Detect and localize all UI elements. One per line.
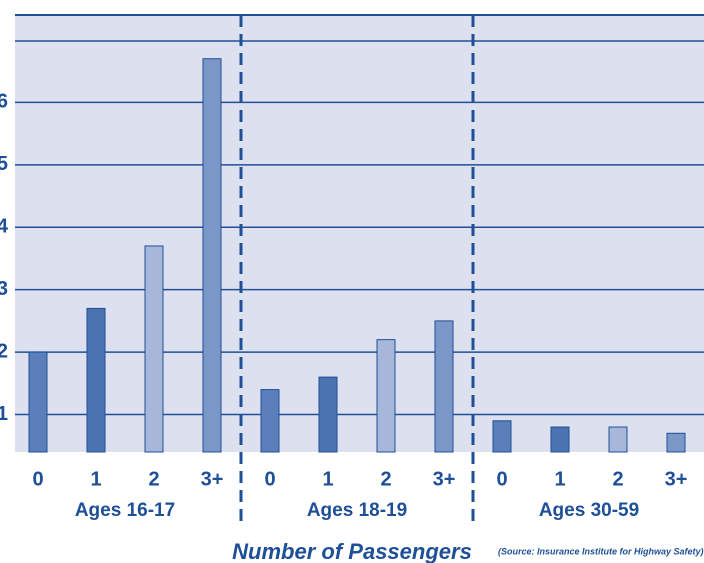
y-tick-label: 2 (0, 340, 8, 362)
bar (318, 376, 338, 453)
y-tick-label: 6 (0, 91, 8, 113)
x-tick-label: 0 (496, 468, 507, 490)
y-tick-label: 3 (0, 278, 8, 300)
x-tick-label: 1 (554, 468, 565, 490)
bar (144, 245, 164, 453)
plot-background (15, 15, 704, 452)
y-tick-label: 1 (0, 403, 8, 425)
bar (666, 432, 686, 453)
bar (376, 339, 396, 453)
x-tick-label: 3+ (665, 468, 688, 490)
y-tick-label: 5 (0, 153, 8, 175)
x-tick-label: 3+ (201, 468, 224, 490)
bar (86, 307, 106, 453)
x-axis-label: Number of Passengers (232, 539, 472, 563)
x-tick-label: 1 (322, 468, 333, 490)
bar (434, 320, 454, 453)
bar (202, 58, 222, 453)
x-tick-label: 0 (32, 468, 43, 490)
x-tick-label: 2 (612, 468, 623, 490)
source-note: (Source: Insurance Institute for Highway… (498, 546, 704, 556)
y-tick-label: 4 (0, 216, 9, 238)
group-label: Ages 18-19 (307, 500, 407, 521)
bar (550, 426, 570, 453)
bar (492, 420, 512, 453)
bar (260, 389, 280, 453)
group-label: Ages 16-17 (75, 500, 175, 521)
x-tick-label: 3+ (433, 468, 456, 490)
x-tick-label: 0 (264, 468, 275, 490)
x-tick-label: 1 (90, 468, 101, 490)
group-label: Ages 30-59 (539, 500, 639, 521)
bar (28, 351, 48, 453)
x-tick-label: 2 (148, 468, 159, 490)
bar (608, 426, 628, 453)
x-tick-label: 2 (380, 468, 391, 490)
